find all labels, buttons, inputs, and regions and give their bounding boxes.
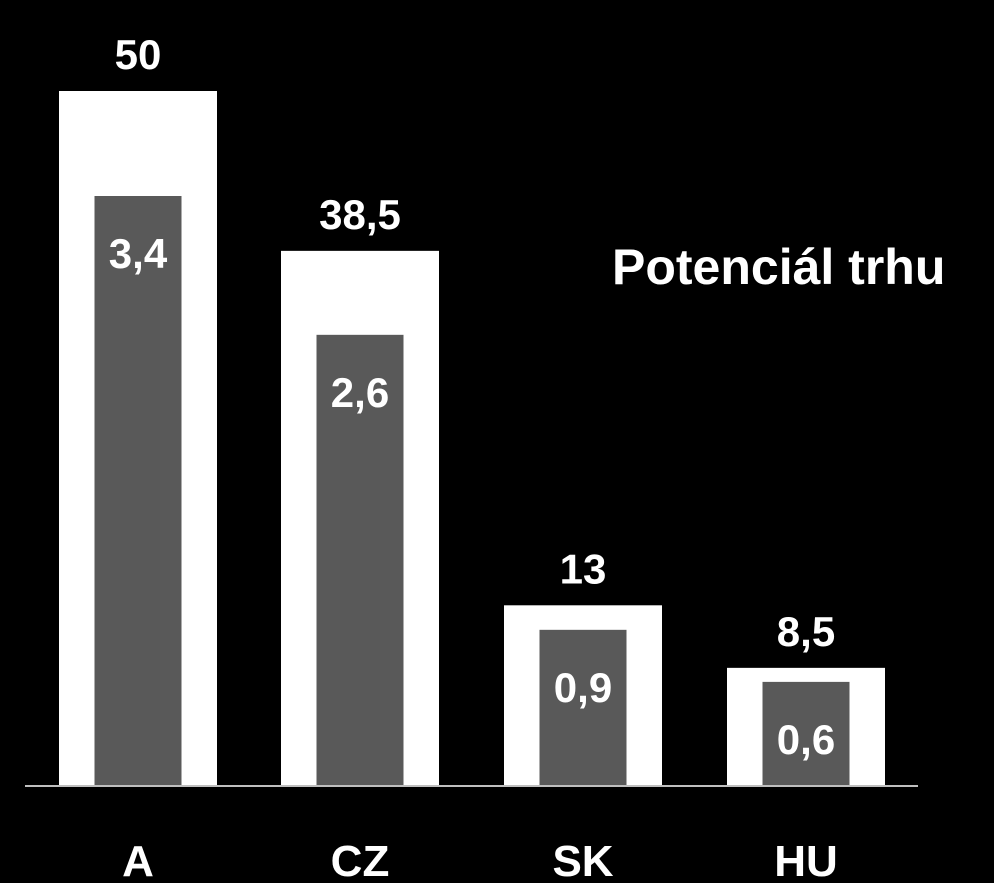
data-label-inner-a: 3,4 bbox=[109, 230, 168, 277]
x-tick-label-sk: SK bbox=[552, 837, 613, 883]
data-label-outer-hu: 8,5 bbox=[777, 608, 835, 655]
data-label-inner-cz: 2,6 bbox=[331, 369, 389, 416]
labels-group: 50 3,4 A 38,5 2,6 CZ 13 0,9 SK 8,5 0,6 HU bbox=[109, 31, 838, 883]
bar-inner-cz bbox=[316, 334, 404, 786]
data-label-inner-sk: 0,9 bbox=[554, 664, 612, 711]
data-label-outer-cz: 38,5 bbox=[319, 191, 401, 238]
x-tick-label-a: A bbox=[122, 837, 154, 883]
data-label-outer-sk: 13 bbox=[560, 545, 607, 592]
bar-inner-hu bbox=[762, 681, 850, 786]
x-tick-label-cz: CZ bbox=[331, 837, 390, 883]
inner-bars-group bbox=[94, 196, 850, 786]
bar-inner-a bbox=[94, 196, 182, 786]
data-label-inner-hu: 0,6 bbox=[777, 716, 835, 763]
chart-annotation: Potenciál trhu bbox=[612, 239, 946, 295]
outer-bars-group bbox=[59, 91, 885, 787]
x-tick-label-hu: HU bbox=[774, 837, 838, 883]
bar-inner-sk bbox=[539, 629, 627, 786]
data-label-outer-a: 50 bbox=[115, 31, 162, 78]
